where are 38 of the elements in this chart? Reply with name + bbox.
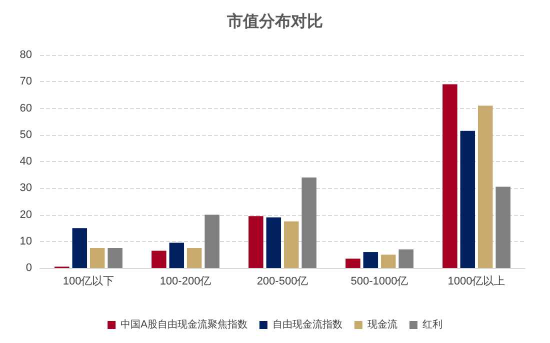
bar [302,177,316,268]
x-tick-label: 100-200亿 [160,276,212,288]
y-tick-label: 50 [20,128,32,141]
y-tick-label: 70 [20,76,32,88]
bar [108,248,122,268]
y-tick-label: 20 [20,208,32,221]
bar [346,258,360,268]
bar [442,84,458,268]
y-tick-label: 30 [20,182,32,194]
x-tick-label: 1000亿以上 [448,274,506,288]
bar [72,228,88,268]
legend-label: 中国A股自由现金流聚焦指数 [120,318,248,330]
y-tick-label: 60 [20,102,32,114]
bar [90,248,105,268]
bar [186,248,202,268]
x-tick-label: 500-1000亿 [350,276,408,288]
y-tick-label: 10 [20,235,32,248]
bar [152,250,166,268]
bar [284,221,299,268]
bar [398,249,414,268]
y-tick-label: 80 [20,49,32,61]
y-tick-label: 40 [20,156,32,168]
bar [248,216,264,268]
y-tick-label: 0 [26,262,32,274]
legend-label: 自由现金流指数 [272,318,342,330]
x-tick-label: 200-500亿 [256,276,308,288]
bar [204,214,220,268]
legend-label: 红利 [422,318,442,330]
bar [460,130,476,268]
bar [169,242,184,268]
bar [380,254,396,268]
bar [266,217,282,268]
bar [496,186,510,268]
legend-label: 现金流 [367,318,398,330]
bar [363,252,378,268]
x-tick-label: 100亿以下 [62,274,114,288]
bar [478,106,493,268]
chart-title: 市值分布对比 [226,12,323,30]
